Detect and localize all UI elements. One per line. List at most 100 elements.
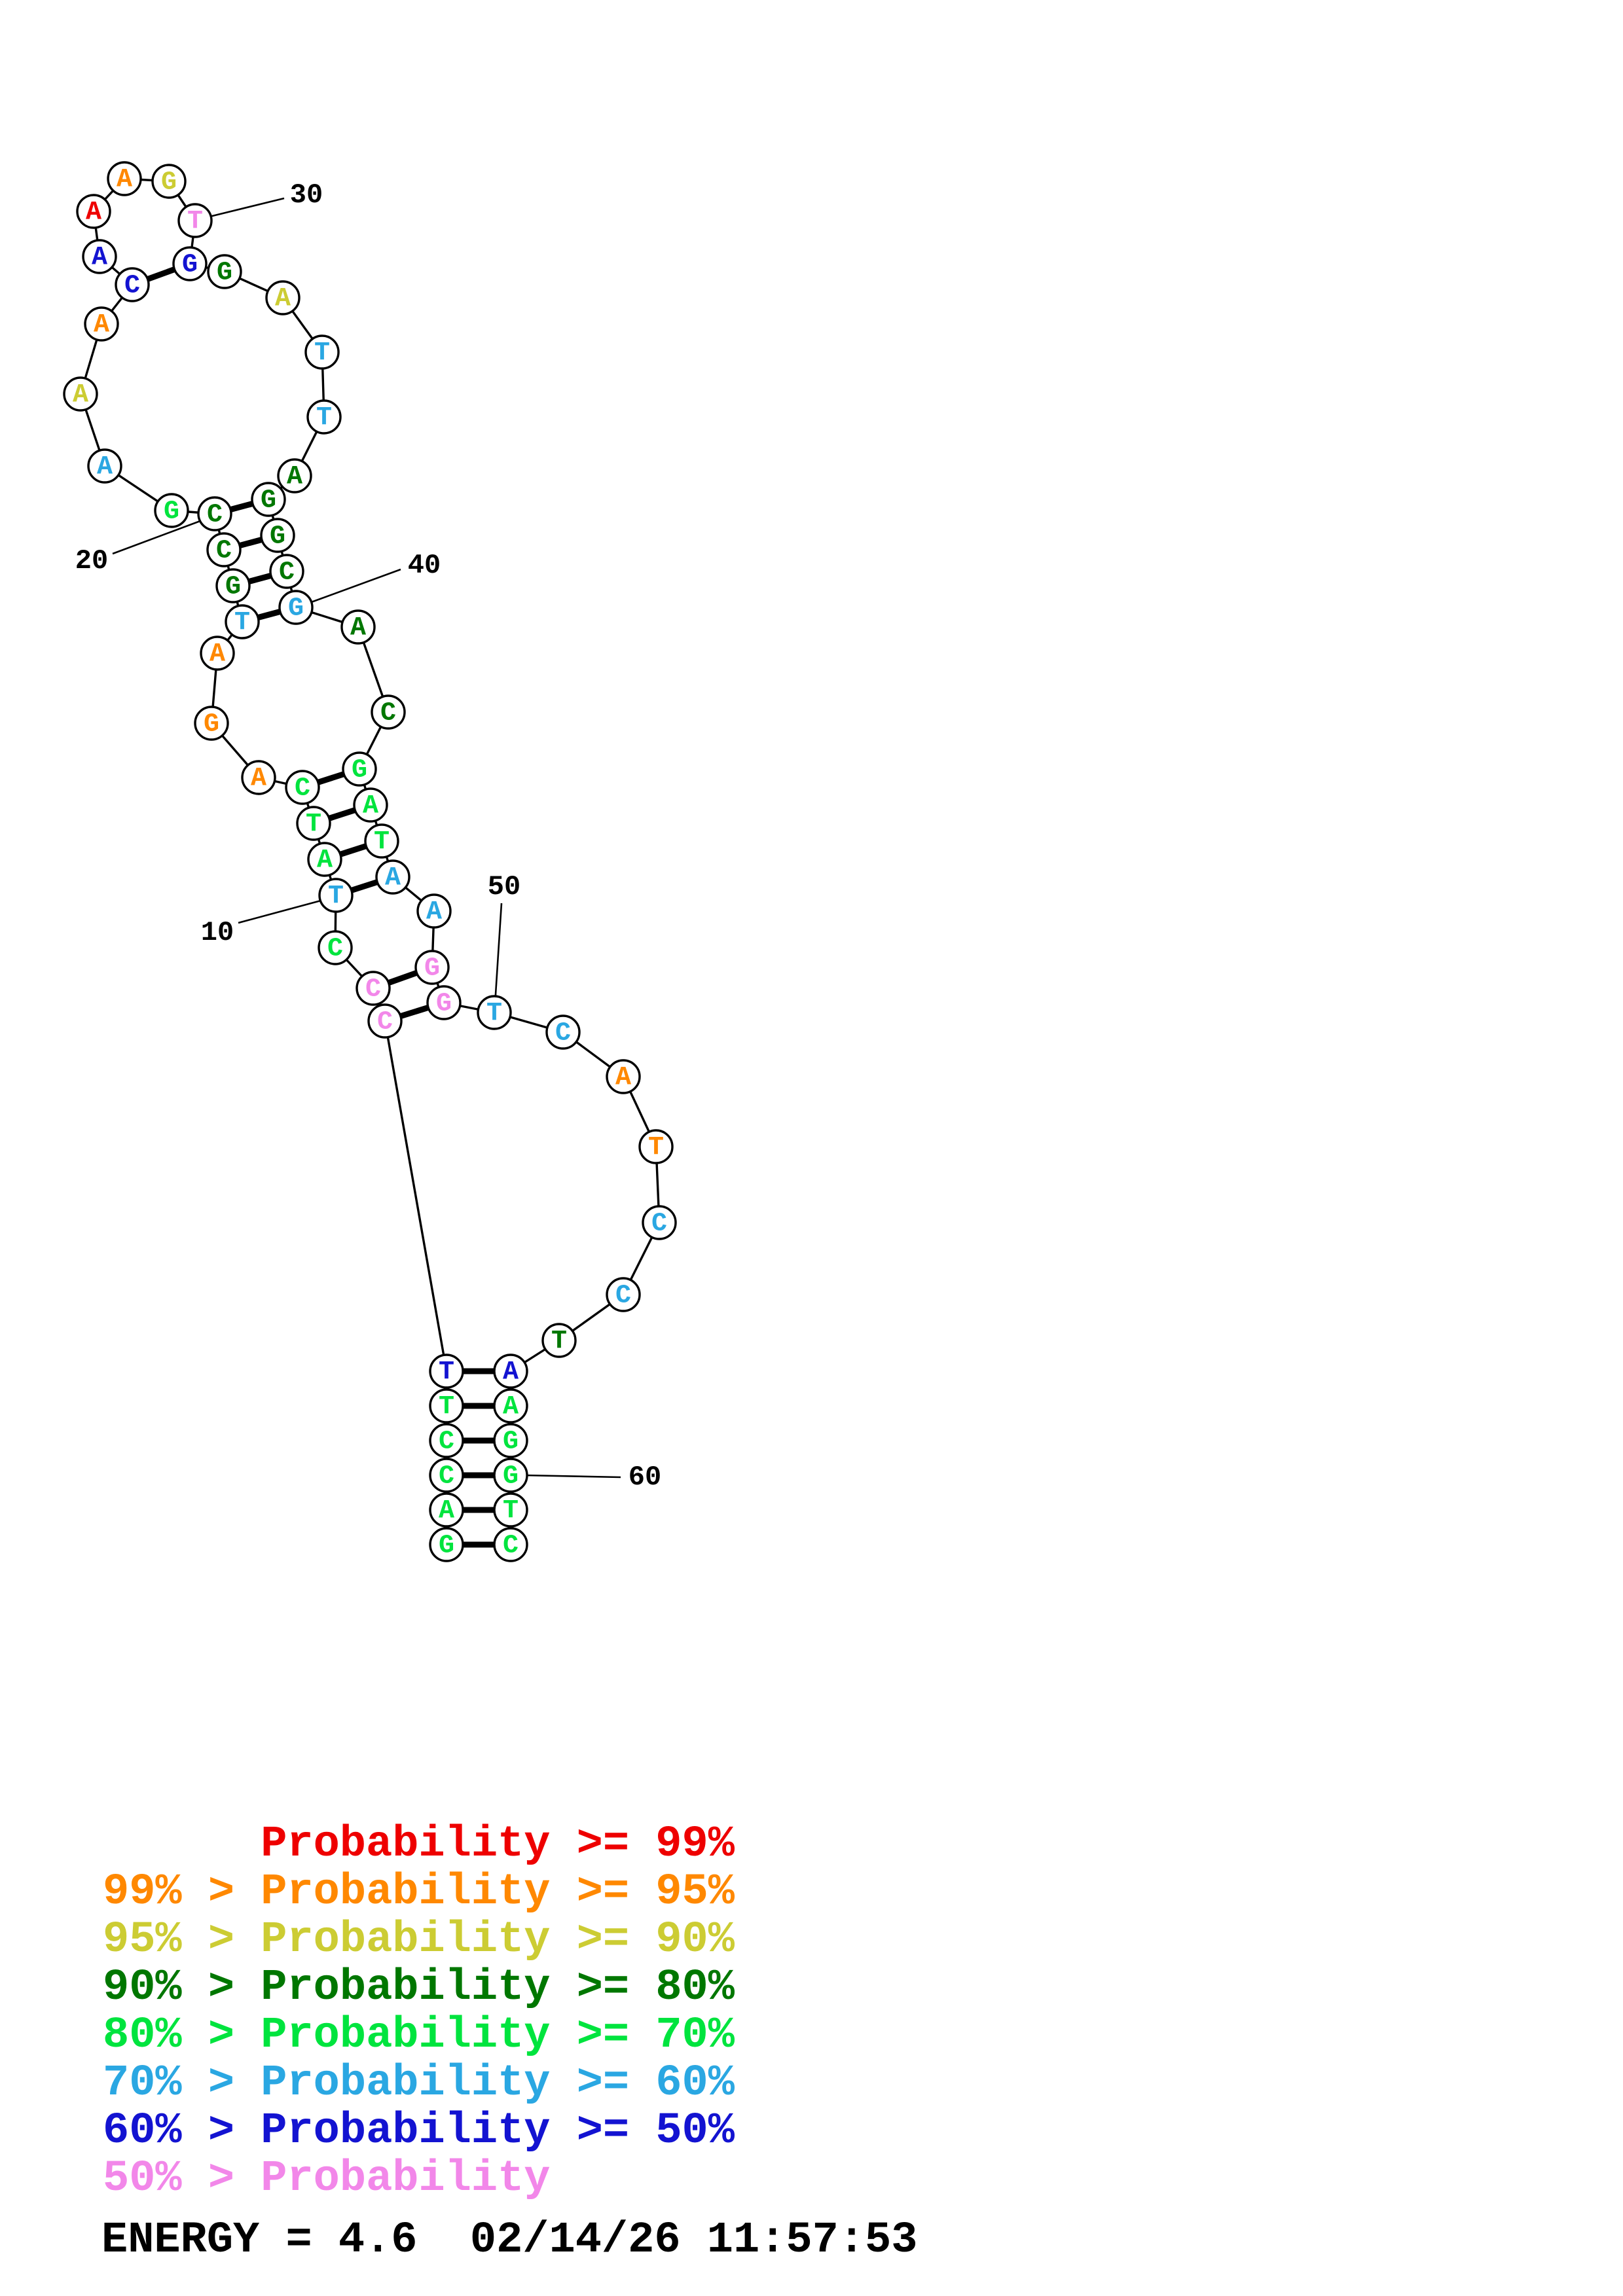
position-label-line: [494, 903, 503, 1005]
nucleotide-node: [606, 1277, 641, 1312]
nucleotide-letter: A: [503, 1393, 519, 1422]
nucleotide-node: [429, 1423, 464, 1458]
nucleotide-letter: A: [86, 198, 101, 228]
nucleotide-node: [197, 496, 232, 531]
position-label-line: [209, 197, 285, 218]
nucleotide-node: [638, 1129, 674, 1164]
position-label: 20: [75, 545, 108, 577]
nucleotide-node: [414, 950, 450, 985]
nucleotide-letter: C: [377, 1008, 393, 1037]
nucleotide-letter: A: [439, 1497, 454, 1526]
nucleotide-node: [493, 1492, 528, 1528]
position-labels: 10 20 30 40 50 60: [75, 179, 661, 1493]
nucleotide-letter: T: [486, 999, 502, 1029]
nucleotide-letter: T: [648, 1134, 664, 1163]
nucleotide-letter: C: [439, 1427, 454, 1457]
nucleotide-node: [82, 239, 117, 274]
nucleotide-node: [541, 1323, 577, 1358]
nucleotide-letter: G: [164, 497, 179, 527]
nucleotide-node: [265, 280, 301, 315]
nucleotide-node: [304, 334, 340, 370]
nucleotide-node: [477, 995, 512, 1030]
probability-legend: Probability >= 99%99% > Probability >= 9…: [103, 1820, 735, 2204]
nucleotide-letter: A: [275, 285, 291, 314]
nucleotide-letter: G: [161, 168, 177, 198]
nucleotide-node: [260, 518, 295, 553]
nucleotide-node: [241, 760, 276, 795]
nucleotide-letter: C: [279, 558, 295, 588]
nucleotide-letter: A: [117, 166, 132, 195]
nucleotide-node: [115, 267, 150, 302]
position-label-line: [307, 568, 401, 605]
nucleotide-node: [416, 893, 452, 929]
nucleotide-letter: G: [288, 594, 304, 624]
nucleotide-node: [296, 806, 331, 841]
nucleotide-letter: A: [317, 846, 333, 876]
nucleotide-node: [206, 532, 242, 567]
legend-row: 70% > Probability >= 60%: [103, 2058, 735, 2108]
nucleotide-node: [107, 161, 142, 196]
nucleotide-node: [207, 254, 242, 289]
nucleotide-node: [493, 1423, 528, 1458]
energy-footer: ENERGY = 4.6 02/14/26 11:57:53: [101, 2215, 917, 2265]
nucleotide-node: [426, 985, 462, 1020]
nucleotide-node: [285, 770, 320, 805]
nucleotide-letter: C: [327, 935, 343, 964]
nucleotide-letter: T: [551, 1327, 567, 1357]
legend-row: Probability >= 99%: [261, 1820, 735, 1869]
nucleotide-letter: A: [615, 1064, 631, 1093]
nucleotide-letter: T: [187, 207, 203, 237]
nucleotide-letter: A: [426, 898, 442, 927]
nucleotide-letter: G: [225, 573, 241, 602]
nucleotide-letter: T: [328, 882, 344, 912]
nucleotide-node: [429, 1492, 464, 1528]
nucleotide-letter: T: [234, 609, 250, 638]
nucleotide-node: [84, 306, 119, 342]
nucleotide-node: [318, 878, 354, 913]
nucleotide-node: [493, 1458, 528, 1493]
nucleotide-node: [367, 1003, 403, 1039]
nucleotide-node: [172, 246, 208, 281]
nucleotide-node: [277, 458, 312, 493]
position-label: 50: [488, 871, 520, 903]
nucleotide-letter: A: [251, 764, 266, 794]
nucleotide-node: [194, 706, 229, 741]
nucleotide-node: [642, 1205, 677, 1240]
nucleotide-node: [154, 493, 189, 528]
nucleotide-node: [87, 448, 122, 484]
nucleotide-node: [251, 482, 286, 517]
nucleotide-node: [318, 930, 353, 965]
nucleotide-node: [356, 971, 391, 1006]
nucleotide-node: [306, 399, 342, 435]
nucleotide-node: [215, 568, 251, 603]
nucleotide-letter: G: [436, 990, 452, 1019]
nucleotide-letter: C: [555, 1019, 571, 1049]
nucleotide-node: [493, 1354, 528, 1389]
nucleotide-letter: C: [651, 1210, 667, 1239]
nucleotide-letter: A: [210, 640, 225, 670]
nucleotide-letter: C: [380, 699, 396, 728]
nucleotide-node: [429, 1388, 464, 1424]
nucleotide-letter: C: [216, 537, 232, 566]
nucleotide-letter: A: [287, 463, 302, 492]
legend-row: 95% > Probability >= 90%: [103, 1915, 735, 1965]
nucleotide-letter: A: [503, 1358, 519, 1388]
nucleotide-letter: A: [97, 453, 113, 482]
nucleotide-letter: G: [182, 251, 198, 280]
nucleotide-letter: G: [503, 1462, 519, 1492]
nucleotide-letter: G: [424, 954, 440, 984]
nucleotide-node: [225, 604, 260, 639]
legend-row: 50% > Probability: [103, 2154, 551, 2204]
nucleotide-node: [307, 842, 342, 877]
nucleotide-node: [151, 164, 187, 199]
nucleotide-letter: G: [270, 522, 285, 552]
nucleotide-letter: T: [439, 1358, 454, 1388]
position-label: 40: [408, 550, 441, 581]
legend-row: 99% > Probability >= 95%: [103, 1867, 735, 1917]
nucleotide-letter: T: [314, 339, 330, 368]
nucleotide-letter: A: [73, 381, 88, 410]
nucleotide-letter: G: [217, 259, 232, 288]
